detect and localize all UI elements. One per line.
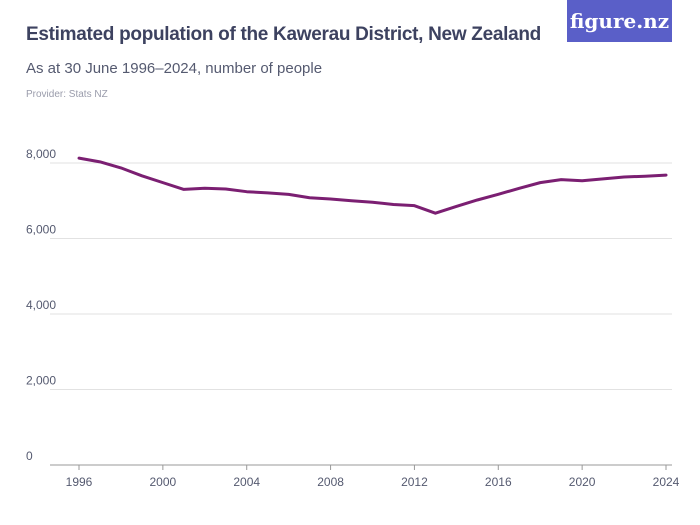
x-tick-label: 2008 xyxy=(317,475,344,489)
logo-text: figure.nz xyxy=(569,9,670,33)
x-tick-label: 1996 xyxy=(66,475,93,489)
x-tick-label: 2000 xyxy=(150,475,177,489)
y-tick-label: 8,000 xyxy=(26,147,56,161)
x-tick-label: 2016 xyxy=(485,475,512,489)
x-tick-label: 2024 xyxy=(653,475,680,489)
provider-label: Provider: Stats NZ xyxy=(26,89,108,100)
population-line xyxy=(77,156,668,215)
chart-title: Estimated population of the Kawerau Dist… xyxy=(26,24,541,45)
chart-subtitle: As at 30 June 1996–2024, number of peopl… xyxy=(26,60,323,77)
y-tick-label: 0 xyxy=(26,449,33,463)
x-tick-label: 2004 xyxy=(233,475,260,489)
y-tick-label: 4,000 xyxy=(26,298,56,312)
y-tick-label: 6,000 xyxy=(26,223,56,237)
x-tick-label: 2020 xyxy=(569,475,596,489)
x-tick-label: 2012 xyxy=(401,475,428,489)
y-tick-label: 2,000 xyxy=(26,374,56,388)
figure-nz-logo[interactable]: figure.nz xyxy=(567,0,672,42)
